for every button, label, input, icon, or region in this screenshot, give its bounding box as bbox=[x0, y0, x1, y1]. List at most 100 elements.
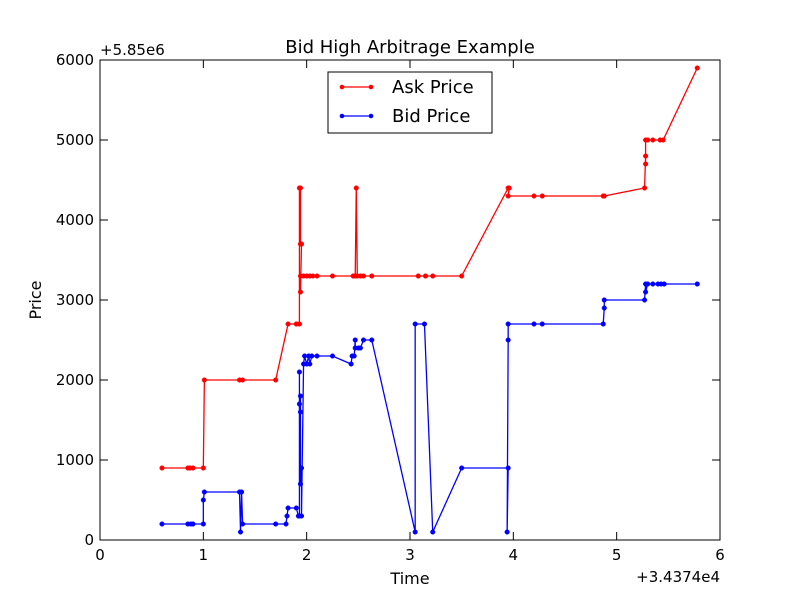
data-point bbox=[329, 273, 336, 279]
data-point bbox=[273, 377, 279, 383]
data-point bbox=[643, 289, 649, 295]
data-point bbox=[360, 337, 367, 343]
data-point bbox=[296, 321, 302, 327]
data-point bbox=[459, 273, 465, 279]
data-point bbox=[351, 353, 357, 359]
data-point bbox=[650, 281, 656, 287]
data-point bbox=[531, 193, 537, 199]
data-point bbox=[459, 465, 465, 471]
data-point bbox=[660, 137, 666, 143]
series-ask-price bbox=[159, 65, 700, 471]
data-point bbox=[645, 137, 651, 143]
data-point bbox=[314, 273, 320, 279]
data-point bbox=[239, 489, 245, 495]
data-point bbox=[430, 273, 436, 279]
data-point bbox=[415, 273, 421, 279]
data-point bbox=[297, 185, 304, 191]
x-tick-label: 2 bbox=[302, 546, 312, 564]
data-point bbox=[273, 521, 279, 527]
y-axis-label: Price bbox=[26, 280, 45, 319]
data-point bbox=[645, 281, 651, 287]
data-point bbox=[298, 465, 305, 471]
data-point bbox=[694, 65, 700, 71]
data-point bbox=[643, 153, 649, 159]
x-axis-ticks: 0 1 2 3 4 5 6 bbox=[95, 60, 725, 564]
data-point bbox=[297, 393, 304, 399]
data-point bbox=[296, 369, 302, 375]
data-point bbox=[352, 337, 358, 343]
data-point bbox=[642, 297, 648, 303]
data-point bbox=[421, 321, 428, 327]
x-tick-label: 1 bbox=[199, 546, 209, 564]
data-point bbox=[348, 361, 354, 367]
data-point bbox=[200, 521, 206, 527]
data-point bbox=[539, 321, 545, 327]
data-point bbox=[201, 377, 207, 383]
data-point bbox=[298, 513, 305, 519]
x-tick-label: 4 bbox=[509, 546, 519, 564]
data-point bbox=[694, 281, 700, 287]
data-point bbox=[159, 465, 165, 471]
legend-label: Ask Price bbox=[392, 77, 474, 98]
data-point bbox=[506, 185, 512, 191]
x-offset-label: +3.4374e4 bbox=[636, 568, 720, 586]
y-tick-label: 0 bbox=[84, 531, 94, 549]
data-point bbox=[240, 377, 246, 383]
data-point bbox=[505, 321, 511, 327]
data-point bbox=[430, 529, 436, 535]
y-tick-label: 3000 bbox=[56, 291, 94, 309]
data-point bbox=[412, 529, 418, 535]
x-tick-label: 3 bbox=[405, 546, 415, 564]
data-point bbox=[505, 193, 511, 199]
y-tick-label: 1000 bbox=[56, 451, 94, 469]
y-tick-label: 5000 bbox=[56, 131, 94, 149]
data-point bbox=[539, 193, 545, 199]
data-point bbox=[298, 241, 305, 247]
chart-title: Bid High Arbitrage Example bbox=[285, 37, 535, 58]
data-point bbox=[601, 297, 607, 303]
legend-box bbox=[327, 71, 493, 134]
data-point bbox=[190, 465, 196, 471]
data-point bbox=[201, 489, 207, 495]
x-tick-label: 0 bbox=[95, 546, 105, 564]
x-axis-label: Time bbox=[389, 569, 429, 588]
data-point bbox=[200, 497, 206, 503]
data-point bbox=[240, 521, 246, 527]
data-point bbox=[329, 353, 336, 359]
x-tick-label: 6 bbox=[715, 546, 725, 564]
data-point bbox=[285, 321, 291, 327]
data-point bbox=[309, 353, 315, 359]
data-point bbox=[650, 137, 656, 143]
y-tick-label: 2000 bbox=[56, 371, 94, 389]
data-point bbox=[297, 481, 304, 487]
data-point bbox=[357, 345, 363, 351]
legend: Ask Price Bid Price bbox=[327, 71, 493, 134]
series-bid-price bbox=[159, 281, 700, 535]
data-point bbox=[412, 321, 418, 327]
data-point bbox=[293, 505, 299, 511]
data-point bbox=[314, 353, 320, 359]
data-point bbox=[353, 185, 359, 191]
data-point bbox=[422, 273, 429, 279]
data-point bbox=[283, 521, 289, 527]
legend-marker bbox=[339, 84, 345, 90]
data-point bbox=[360, 273, 367, 279]
plot-frame bbox=[99, 59, 721, 541]
data-point bbox=[159, 521, 165, 527]
legend-label: Bid Price bbox=[392, 106, 470, 127]
data-point bbox=[190, 521, 196, 527]
data-point bbox=[297, 289, 304, 295]
data-point bbox=[531, 321, 537, 327]
data-point bbox=[284, 513, 290, 519]
data-point bbox=[504, 529, 510, 535]
legend-marker bbox=[368, 84, 374, 90]
data-point bbox=[369, 273, 375, 279]
data-point bbox=[601, 305, 607, 311]
legend-marker bbox=[339, 113, 345, 119]
data-point bbox=[505, 465, 511, 471]
data-point bbox=[642, 185, 648, 191]
data-point bbox=[307, 361, 313, 367]
legend-marker bbox=[368, 113, 374, 119]
data-point bbox=[661, 281, 667, 287]
